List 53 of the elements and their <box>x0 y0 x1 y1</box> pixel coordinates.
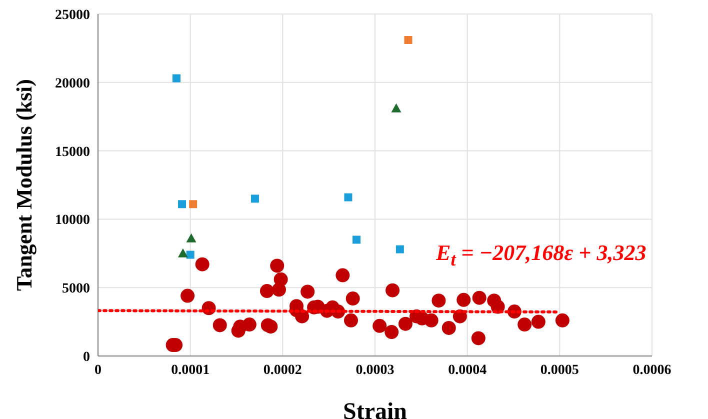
point <box>186 233 196 242</box>
point <box>344 313 358 328</box>
x-axis-title: Strain <box>342 399 408 419</box>
point <box>264 320 278 334</box>
point <box>178 200 186 208</box>
point <box>250 194 259 203</box>
y-tick-label: 0 <box>83 350 90 365</box>
point <box>242 318 256 332</box>
point <box>432 294 446 308</box>
point <box>189 200 198 208</box>
point <box>270 258 284 273</box>
point <box>372 318 387 333</box>
point <box>391 103 402 112</box>
annotation: E$_{t}$ = −207,168ε + 3,323 <box>436 240 646 270</box>
x-tick-label: 0.0004 <box>448 362 487 378</box>
x-tick-label: 0 <box>94 362 102 378</box>
point <box>172 74 180 82</box>
x-tick-label: 0.0002 <box>263 362 302 378</box>
point <box>442 320 456 335</box>
point <box>195 257 210 272</box>
point <box>384 325 399 340</box>
x-tick-label: 0.0003 <box>356 362 394 378</box>
x-tick-label: 0.0001 <box>171 362 210 378</box>
point <box>398 316 412 331</box>
x-tick-label: 0.0005 <box>540 362 579 378</box>
point <box>344 193 352 202</box>
x-tick-label: 0.0006 <box>632 362 672 378</box>
y-tick-label: 10000 <box>55 213 90 228</box>
point <box>272 282 286 297</box>
point <box>352 236 361 244</box>
point <box>456 292 471 307</box>
y-tick-label: 5000 <box>62 282 90 297</box>
point <box>386 283 400 298</box>
y-tick-label: 15000 <box>55 144 90 160</box>
point <box>186 250 194 259</box>
point <box>396 245 404 254</box>
point <box>555 313 570 328</box>
point <box>300 284 315 299</box>
point <box>472 290 486 305</box>
point <box>260 284 274 298</box>
point <box>404 36 412 44</box>
y-tick-label: 20000 <box>55 76 90 92</box>
point <box>180 288 195 303</box>
point <box>424 313 438 328</box>
point <box>178 248 188 258</box>
point <box>346 292 360 306</box>
point <box>531 314 546 329</box>
y-tick-label: 25000 <box>55 8 90 23</box>
y-axis-title: Tangent Modulus (ksi) <box>12 79 36 291</box>
point <box>212 318 227 332</box>
point <box>336 268 350 282</box>
point <box>518 318 532 332</box>
point <box>471 331 486 346</box>
